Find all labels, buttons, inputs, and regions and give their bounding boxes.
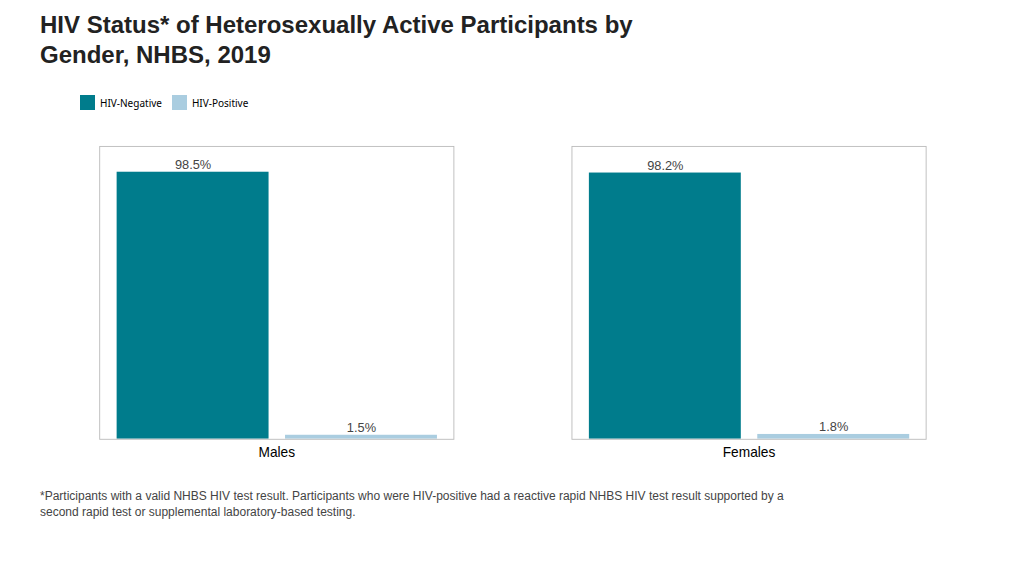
svg-text:Males: Males: [258, 445, 295, 460]
html-text:*Participants with a valid NHB: *Participants with a valid NHBS HIV test…: [40, 488, 784, 519]
svg-text:1.8%: 1.8%: [819, 419, 848, 434]
html-text:HIV-Positive: HIV-Positive: [191, 95, 249, 110]
svg-text:98.5%: 98.5%: [175, 157, 211, 172]
html-text:HIV-Negative: HIV-Negative: [100, 95, 162, 110]
svg-text:Females: Females: [723, 445, 776, 460]
svg-text:98.2%: 98.2%: [647, 158, 683, 173]
svg-text:1.5%: 1.5%: [347, 420, 376, 435]
html-text:HIV Status* of Heterosexually: HIV Status* of Heterosexually Active Par…: [40, 11, 633, 68]
